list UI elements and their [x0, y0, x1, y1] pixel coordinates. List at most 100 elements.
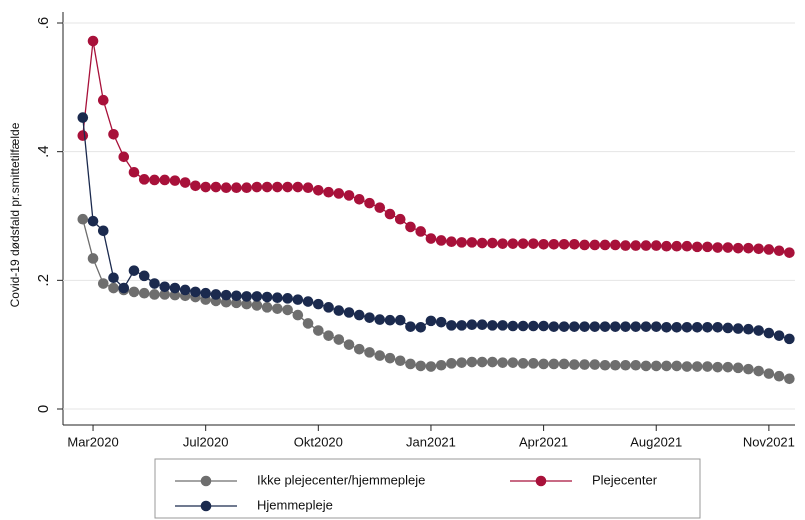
series-marker — [773, 330, 785, 341]
series-marker — [425, 233, 437, 244]
y-tick-label: 0 — [35, 405, 52, 413]
series-marker — [702, 361, 713, 372]
series-marker — [77, 213, 89, 225]
series-marker — [640, 360, 652, 372]
series-marker — [261, 302, 273, 313]
series-marker — [210, 181, 222, 193]
series-marker — [364, 347, 375, 358]
series-marker — [538, 358, 549, 370]
series-marker — [159, 289, 171, 300]
series-marker — [323, 186, 334, 198]
series-marker — [313, 298, 324, 310]
series-marker — [97, 225, 109, 237]
series-marker — [292, 309, 304, 321]
series-marker — [179, 284, 191, 296]
series-marker — [200, 181, 211, 193]
series-marker — [353, 343, 365, 355]
series-marker — [702, 241, 713, 253]
series-marker — [77, 130, 89, 141]
series-marker — [251, 181, 263, 193]
series-marker — [97, 94, 109, 106]
series-marker — [87, 215, 99, 227]
series-marker — [569, 239, 580, 250]
series-marker — [190, 286, 201, 298]
series-marker — [384, 208, 396, 220]
series-marker — [476, 319, 488, 331]
series-marker — [313, 184, 324, 196]
series-marker — [589, 359, 601, 370]
series-marker — [517, 320, 529, 332]
series-marker — [558, 321, 570, 332]
series-marker — [261, 291, 273, 303]
series-marker — [609, 321, 621, 332]
series-marker — [333, 305, 345, 316]
series-marker — [589, 239, 601, 251]
series-marker — [517, 238, 529, 249]
series-marker — [538, 239, 549, 250]
series-marker — [159, 281, 171, 293]
series-marker — [313, 325, 324, 336]
series-marker — [753, 325, 764, 336]
series-marker — [272, 303, 283, 314]
series-marker — [763, 368, 775, 379]
series-marker — [650, 321, 662, 332]
series-marker — [446, 236, 457, 248]
series-marker — [579, 321, 590, 332]
series-marker — [487, 237, 498, 249]
series-marker — [620, 321, 631, 332]
series-marker — [302, 318, 314, 329]
series-marker — [630, 359, 642, 371]
series-marker — [661, 240, 672, 252]
x-tick-label: Aug2021 — [630, 434, 682, 449]
y-tick-label: .2 — [35, 274, 52, 287]
series-marker — [712, 321, 723, 333]
series-marker — [446, 320, 457, 331]
series-marker — [630, 240, 642, 251]
series-marker — [241, 298, 252, 310]
series-marker — [251, 291, 263, 302]
series-marker — [333, 334, 345, 345]
x-tick-label: Mar2020 — [67, 434, 118, 449]
series-marker — [394, 213, 406, 225]
series-marker — [159, 174, 171, 186]
series-marker — [128, 166, 140, 178]
series-marker — [138, 287, 150, 299]
series-marker — [732, 323, 744, 334]
series-marker — [609, 359, 621, 371]
series-marker — [200, 287, 211, 299]
legend-label: Plejecenter — [592, 472, 658, 487]
series-marker — [497, 238, 508, 249]
series-marker — [640, 321, 652, 332]
legend-marker — [200, 500, 212, 512]
series-marker — [732, 362, 744, 374]
series-marker — [405, 221, 416, 233]
series-marker — [579, 239, 590, 251]
series-marker — [220, 289, 232, 301]
series-marker — [671, 360, 683, 372]
series-marker — [558, 239, 570, 250]
series-marker — [732, 242, 744, 254]
series-marker — [282, 181, 293, 193]
series-marker — [476, 237, 488, 249]
series-marker — [620, 359, 631, 371]
legend-marker — [200, 475, 212, 487]
series-marker — [548, 239, 560, 250]
series-marker — [558, 358, 570, 370]
series-marker — [517, 358, 529, 369]
legend-label: Hjemmepleje — [257, 497, 333, 512]
series-marker — [353, 309, 365, 321]
series-marker — [220, 182, 232, 193]
series-marker — [118, 282, 130, 294]
series-marker — [179, 177, 191, 188]
x-tick-label: Jul2020 — [183, 434, 229, 449]
series-marker — [415, 226, 427, 237]
series-marker — [569, 359, 580, 370]
series-marker — [343, 339, 355, 350]
series-marker — [138, 270, 150, 282]
series-marker — [538, 320, 549, 332]
series-marker — [292, 294, 304, 305]
series-marker — [251, 300, 263, 311]
series-marker — [784, 333, 795, 345]
series-marker — [671, 240, 683, 252]
x-tick-label: Okt2020 — [294, 434, 343, 449]
